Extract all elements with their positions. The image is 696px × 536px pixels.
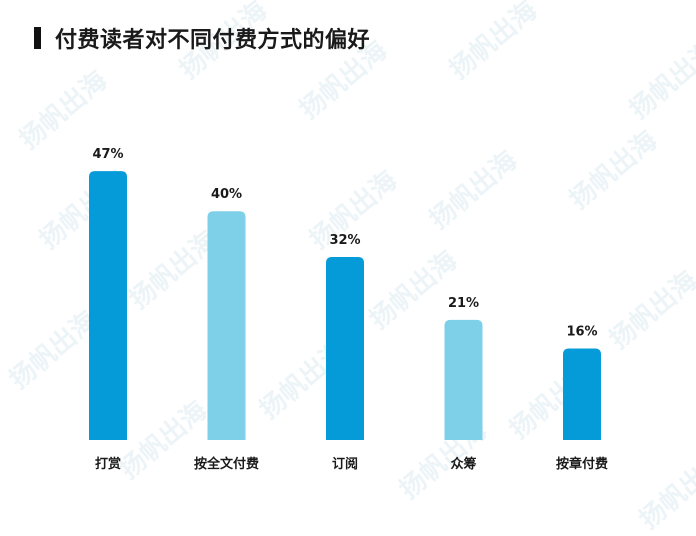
category-label: 打赏 — [95, 456, 121, 472]
bar-value-label: 47% — [92, 147, 123, 162]
category-label: 订阅 — [332, 456, 358, 472]
title-accent-bar — [34, 27, 41, 49]
bar-value-label: 40% — [211, 187, 242, 202]
bar — [563, 348, 601, 440]
category-label: 按全文付费 — [194, 456, 259, 472]
bar-value-label: 21% — [448, 296, 479, 311]
bar-chart: 47% 打赏 40% 按全文付费 32% 订阅 21% 众筹 16% 按章付费 — [89, 147, 608, 472]
bar-value-label: 16% — [566, 324, 597, 339]
category-label: 按章付费 — [556, 456, 608, 472]
bar — [326, 256, 364, 440]
bar-value-label: 32% — [329, 233, 360, 248]
bar — [89, 171, 127, 440]
chart-title: 付费读者对不同付费方式的偏好 — [55, 28, 371, 53]
chart-title-block: 付费读者对不同付费方式的偏好 — [34, 22, 370, 54]
category-label: 众筹 — [450, 456, 476, 472]
bar — [444, 319, 483, 440]
bar — [207, 211, 246, 440]
